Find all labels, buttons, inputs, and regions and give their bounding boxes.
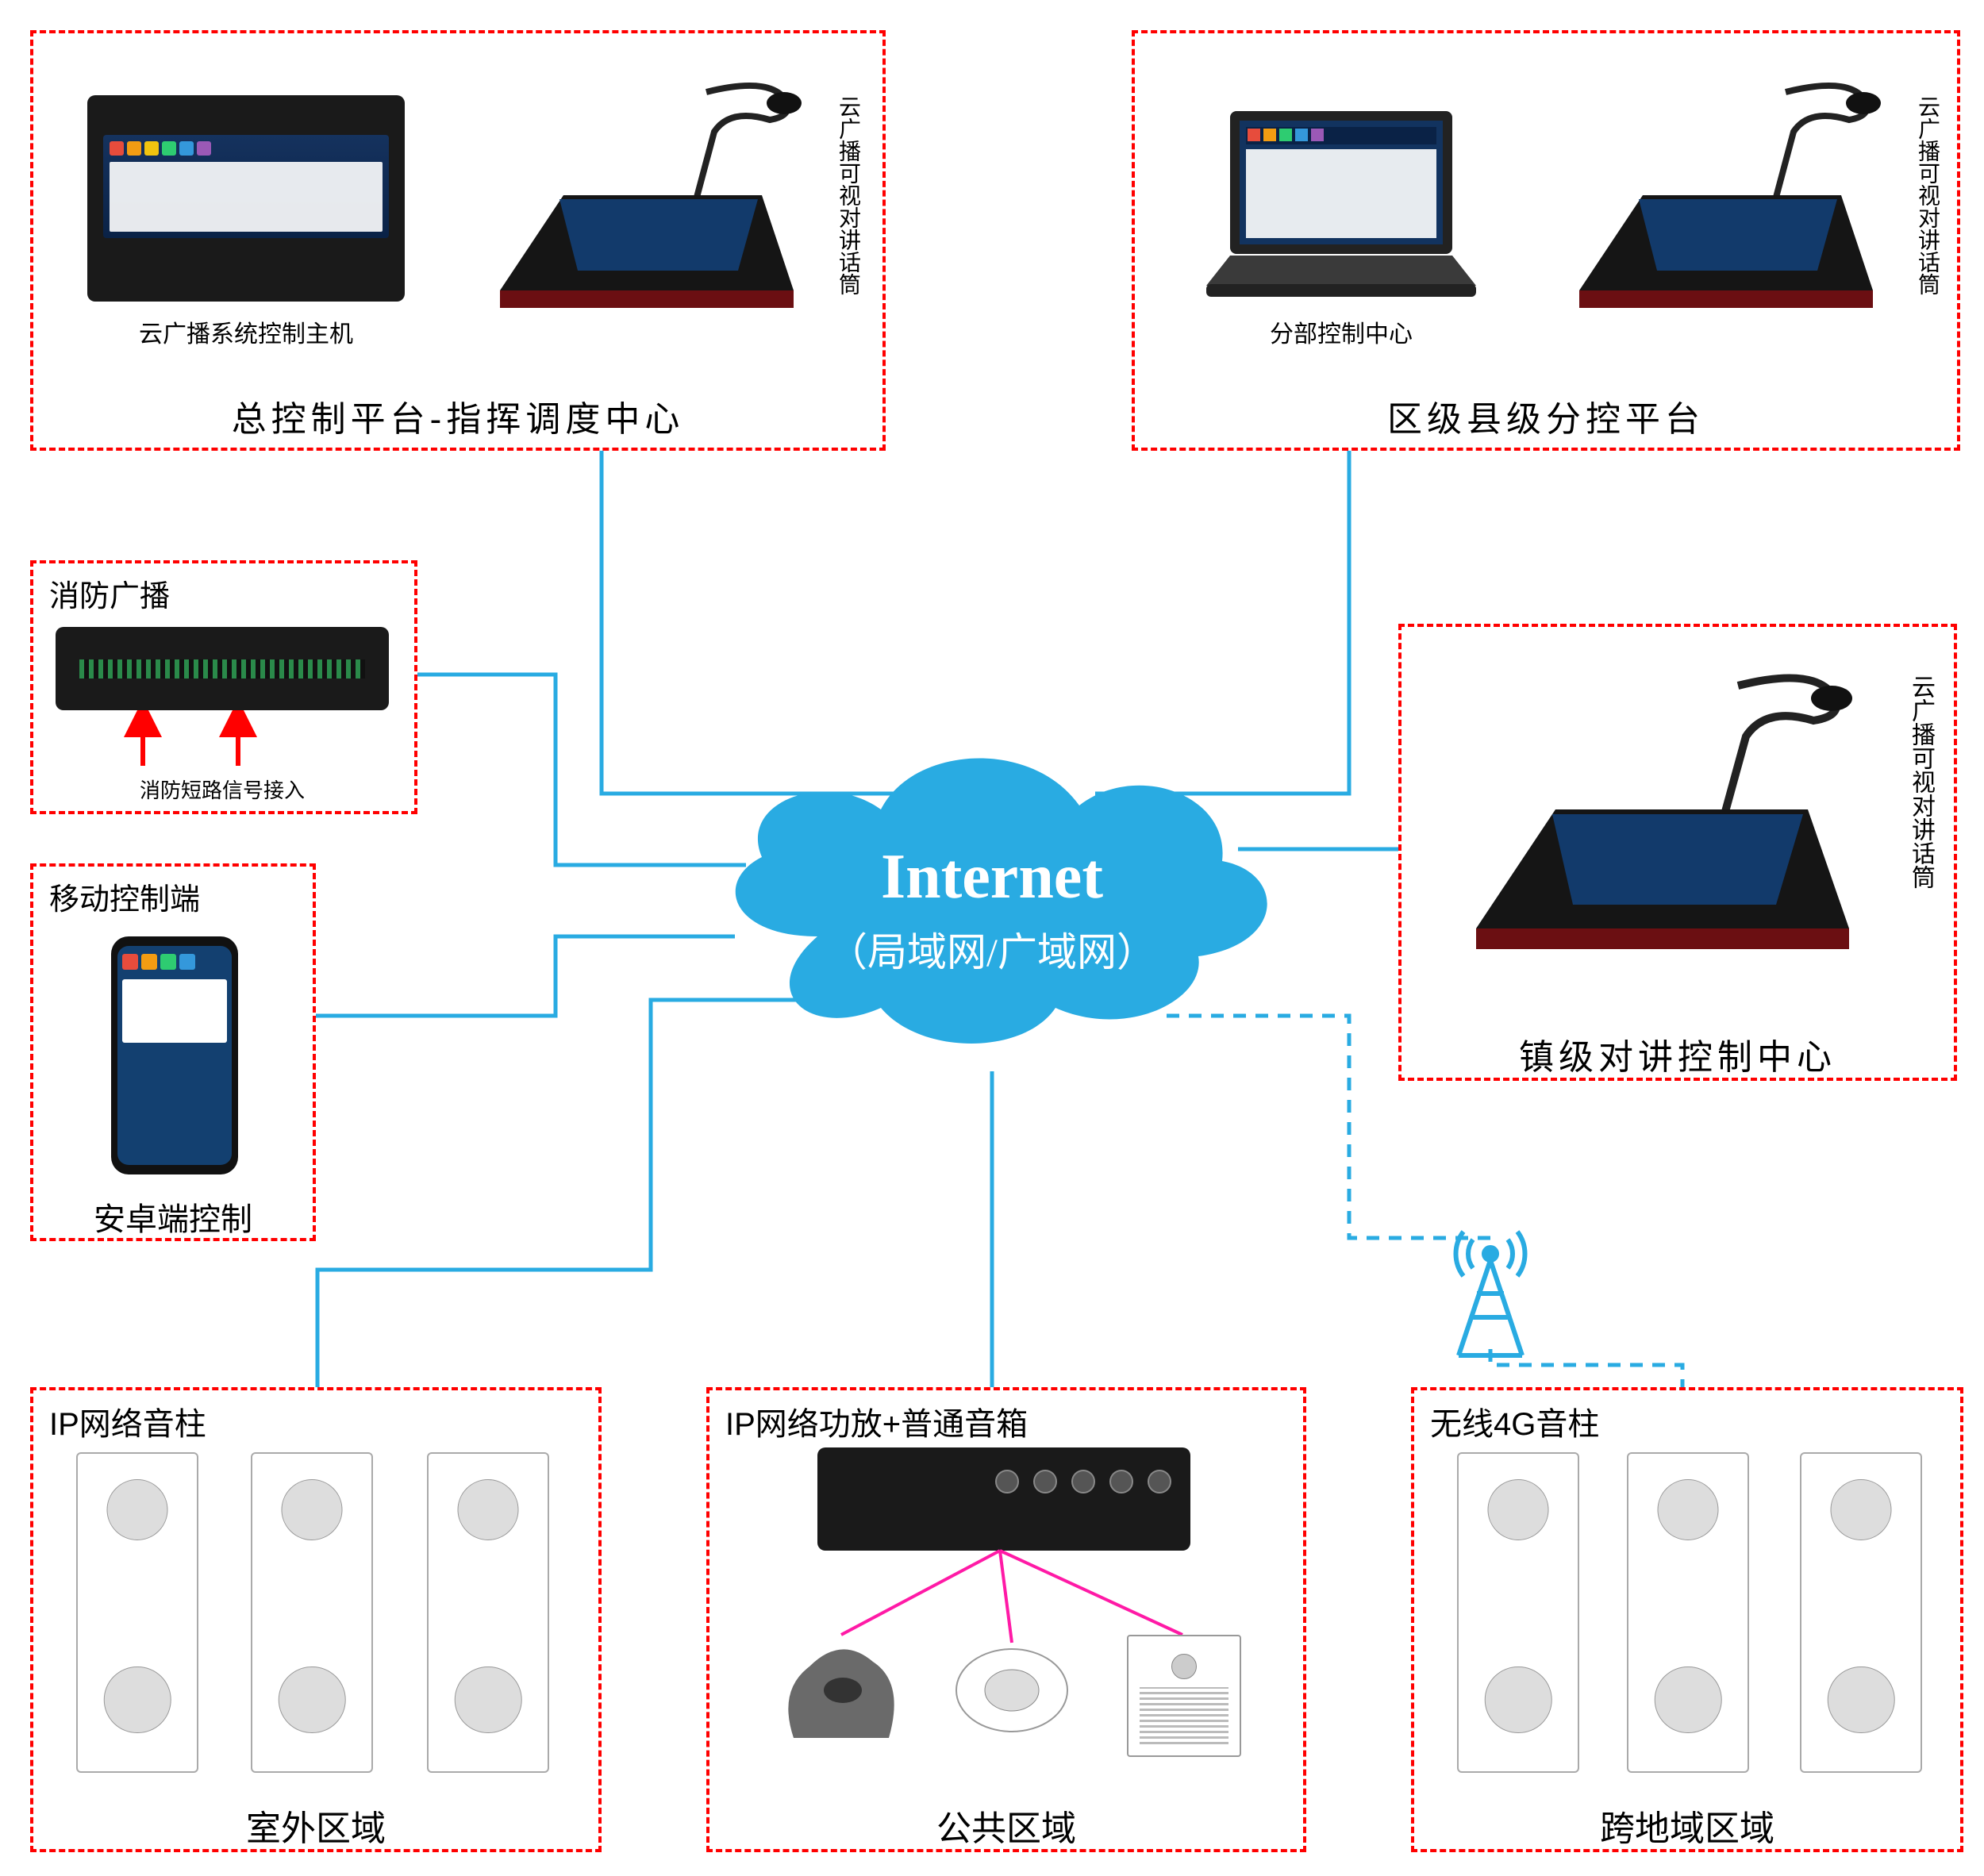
col-speaker: [1800, 1452, 1922, 1773]
ceiling-speaker: [952, 1643, 1071, 1746]
rock-speaker: [778, 1635, 905, 1754]
col-speaker: [1457, 1452, 1579, 1773]
col-speaker: [1627, 1452, 1749, 1773]
diagram-canvas: Internet （局域网/广域网） 总控制平台-指挥调度中心 云广播系统控制主…: [0, 0, 1984, 1876]
ip-amp-area: 公共区域: [706, 1800, 1306, 1851]
wireless-title: 无线4G音柱: [1430, 1398, 1599, 1444]
wireless-area: 跨地域区域: [1411, 1800, 1963, 1851]
wall-speaker: [1127, 1635, 1241, 1757]
